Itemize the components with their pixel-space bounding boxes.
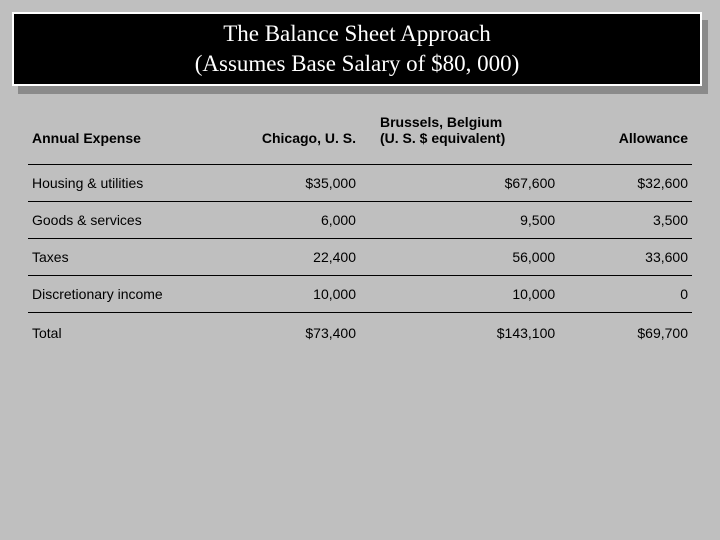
row-brussels: $67,600 [360,165,559,202]
header-annual-expense: Annual Expense [28,108,214,165]
row-chicago: 10,000 [214,276,360,313]
row-allowance: 0 [559,276,692,313]
header-chicago: Chicago, U. S. [214,108,360,165]
total-allowance: $69,700 [559,313,692,352]
table-row: Goods & services 6,000 9,500 3,500 [28,202,692,239]
header-allowance: Allowance [559,108,692,165]
title-line-1: The Balance Sheet Approach [223,19,491,49]
row-allowance: $32,600 [559,165,692,202]
title-box: The Balance Sheet Approach (Assumes Base… [12,12,702,86]
header-brussels: Brussels, Belgium (U. S. $ equivalent) [360,108,559,165]
row-chicago: $35,000 [214,165,360,202]
table-row: Housing & utilities $35,000 $67,600 $32,… [28,165,692,202]
title-line-2: (Assumes Base Salary of $80, 000) [195,49,520,79]
row-brussels: 9,500 [360,202,559,239]
row-label: Goods & services [28,202,214,239]
row-allowance: 33,600 [559,239,692,276]
row-label: Taxes [28,239,214,276]
row-brussels: 56,000 [360,239,559,276]
total-chicago: $73,400 [214,313,360,352]
total-brussels: $143,100 [360,313,559,352]
header-brussels-line1: Brussels, Belgium [380,114,502,130]
total-label: Total [28,313,214,352]
table-total-row: Total $73,400 $143,100 $69,700 [28,313,692,352]
table-header-row: Annual Expense Chicago, U. S. Brussels, … [28,108,692,165]
table-row: Discretionary income 10,000 10,000 0 [28,276,692,313]
row-brussels: 10,000 [360,276,559,313]
table-row: Taxes 22,400 56,000 33,600 [28,239,692,276]
row-label: Discretionary income [28,276,214,313]
balance-sheet-table-wrap: Annual Expense Chicago, U. S. Brussels, … [28,108,692,351]
row-allowance: 3,500 [559,202,692,239]
balance-sheet-table: Annual Expense Chicago, U. S. Brussels, … [28,108,692,351]
header-brussels-line2: (U. S. $ equivalent) [380,130,505,146]
row-chicago: 6,000 [214,202,360,239]
row-label: Housing & utilities [28,165,214,202]
row-chicago: 22,400 [214,239,360,276]
